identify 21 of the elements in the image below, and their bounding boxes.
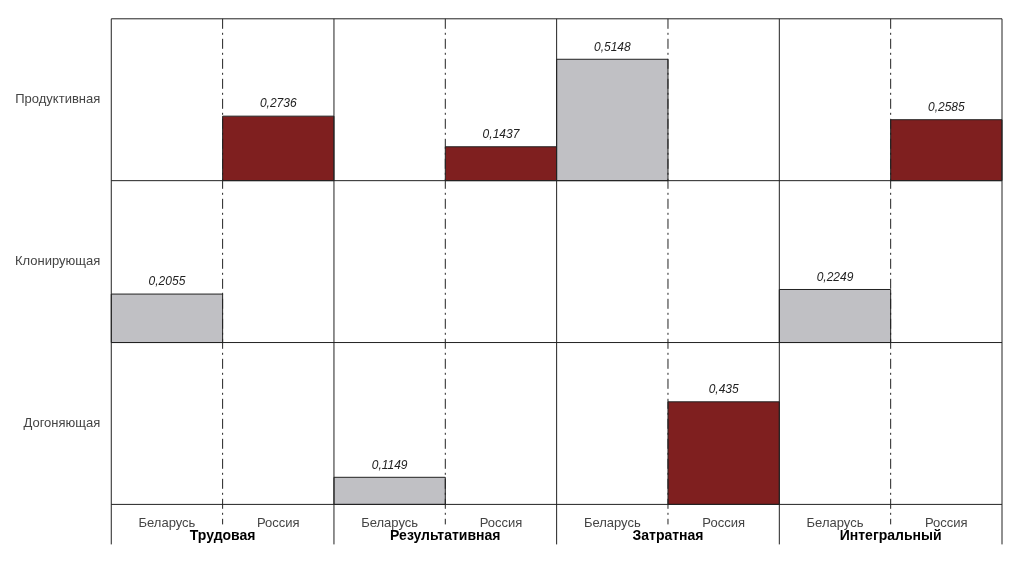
- data-label: 0,1437: [482, 127, 521, 142]
- y-tick-label: Продуктивная: [15, 91, 101, 107]
- data-label: 0,1149: [371, 457, 408, 472]
- x-tick-label: Россия: [479, 514, 523, 530]
- x-tick-label: Россия: [256, 514, 300, 530]
- data-label: 0,2249: [816, 269, 854, 284]
- data-label: 0,2055: [148, 274, 186, 289]
- x-tick-label: Беларусь: [361, 514, 419, 530]
- x-tick-label: Россия: [702, 514, 745, 530]
- y-tick-label: Догоняющая: [23, 415, 101, 431]
- x-tick-label: Россия: [925, 514, 968, 530]
- annotation: Затратная: [632, 527, 704, 544]
- x-tick-label: Беларусь: [583, 514, 641, 530]
- data-label: 0,2736: [259, 96, 297, 111]
- x-tick-label: Беларусь: [806, 514, 864, 530]
- y-tick-label: Клонирующая: [14, 253, 101, 269]
- annotation: Трудовая: [189, 527, 256, 544]
- x-tick-label: Беларусь: [138, 514, 196, 530]
- data-label: 0,2585: [927, 100, 966, 115]
- data-label: 0,435: [708, 382, 739, 397]
- data-label: 0,5148: [593, 39, 631, 54]
